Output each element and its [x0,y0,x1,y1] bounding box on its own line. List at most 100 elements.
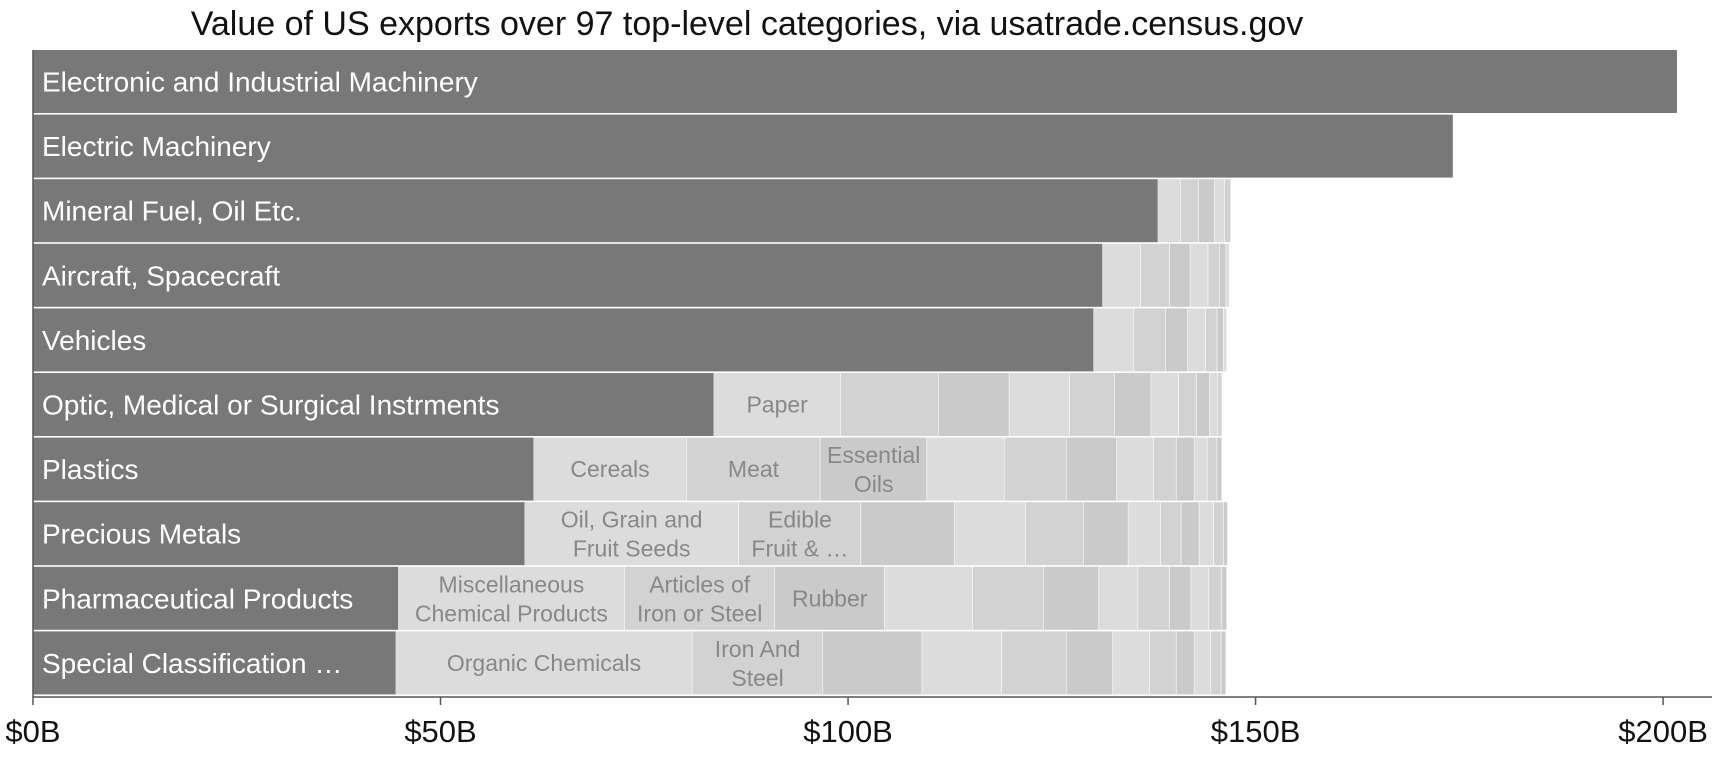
segment-label: Oil, Grain and Fruit Seeds [561,507,703,562]
bars-layer: Electronic and Industrial Machinery Elect… [33,50,1677,695]
segment-label: Miscellaneous Chemical Products [415,571,608,626]
x-axis: $0B $50B $100B $150B $200B [5,50,1712,749]
bar-label: Vehicles [42,325,146,356]
segment-label: Iron And Steel [715,636,801,691]
remainder-segment [1187,308,1206,372]
bar-label: Pharmaceutical Products [42,583,353,614]
remainder-segment [395,631,692,695]
bar-label: Mineral Fuel, Oil Etc. [42,196,302,227]
remainder-segment [1099,566,1138,630]
remainder-segment [1157,179,1180,243]
remainder-segment [1025,502,1083,566]
remainder-segment [692,631,823,695]
remainder-segment [1214,502,1224,566]
chart-title: Value of US exports over 97 top-level ca… [191,5,1304,43]
remainder-segment [1194,437,1207,501]
remainder-segment [1114,373,1151,436]
remainder-segment [1198,179,1215,243]
remainder-segment [1223,502,1228,566]
remainder-segment [1209,566,1222,630]
remainder-segment [1112,631,1150,695]
remainder-segment [1217,308,1224,372]
remainder-segment [1165,308,1188,372]
remainder-segment [713,373,841,436]
x-tick-label: $100B [803,714,893,749]
segment-label: Cereals [570,456,649,482]
x-tick-label: $0B [5,714,60,749]
remainder-segment [1151,373,1179,436]
primary-bar [33,566,399,630]
segment-label: Organic Chemicals [447,650,641,676]
segment-label: Meat [728,456,780,482]
remainder-segment [1117,437,1154,501]
primary-bar [33,114,1453,178]
remainder-segment [1196,373,1210,436]
remainder-segment [884,566,973,630]
remainder-segment [1066,631,1113,695]
remainder-segment [1004,437,1066,501]
remainder-segment [774,566,885,630]
x-tick-label: $50B [404,714,476,749]
remainder-segment [1205,308,1217,372]
bar-label: Plastics [42,454,138,485]
segment-label: Edible Fruit & … [751,507,848,562]
remainder-segment [1210,631,1221,695]
x-tick-label: $200B [1618,714,1708,749]
bar-label: Electronic and Industrial Machinery [42,67,478,98]
primary-bar [33,308,1094,372]
remainder-segment [1214,179,1225,243]
segment-label: Articles of Iron or Steel [637,571,762,626]
remainder-segment [972,566,1044,630]
segment-label: Rubber [792,585,868,611]
remainder-segment [938,373,1009,436]
remainder-segment [1191,566,1209,630]
segment-label: Essential Oils [827,442,920,497]
remainder-segment [1169,243,1190,307]
remainder-segment [1153,437,1176,501]
remainder-segment [533,437,687,501]
remainder-segment [1209,373,1218,436]
remainder-segment [1178,373,1197,436]
primary-bar [33,437,534,501]
remainder-segment [1181,502,1199,566]
primary-bar [33,502,525,566]
remainder-segment [1083,502,1128,566]
primary-bar [33,50,1677,113]
remainder-segment [1217,437,1222,501]
bar-label: Special Classification … [42,648,342,679]
remainder-segment [1222,566,1227,630]
remainder-segment [1223,308,1227,372]
remainder-segment [1199,502,1214,566]
remainder-segment [927,437,1004,501]
remainder-segment [1176,631,1194,695]
remainder-segment [1009,373,1070,436]
primary-bar [33,373,714,436]
remainder-segment [686,437,820,501]
remainder-segment [1093,308,1134,372]
remainder-segment [1224,179,1231,243]
remainder-segment [922,631,1002,695]
remainder-segment [1190,243,1208,307]
remainder-segment [1138,566,1170,630]
remainder-segment [1002,631,1066,695]
remainder-segment [1169,566,1191,630]
remainder-segment [1221,631,1226,695]
remainder-segment [1176,437,1194,501]
remainder-segment [1043,566,1099,630]
remainder-segment [1194,631,1211,695]
remainder-segment [1207,437,1217,501]
remainder-segment [1226,243,1229,307]
remainder-segment [840,373,938,436]
remainder-segment [822,631,922,695]
remainder-segment [1161,502,1181,566]
remainder-segment [954,502,1026,566]
remainder-segment [738,502,861,566]
bar-label: Optic, Medical or Surgical Instrments [42,390,500,421]
remainder-segment [1208,243,1220,307]
bar-label: Electric Machinery [42,131,271,162]
remainder-segment [398,566,625,630]
segment-label: Paper [746,392,808,418]
remainder-segment [861,502,955,566]
bar-label: Aircraft, Spacecraft [42,260,280,291]
